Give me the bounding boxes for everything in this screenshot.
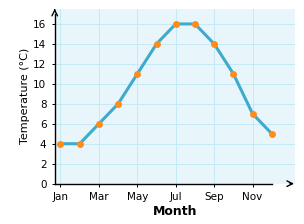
Y-axis label: Temperature (°C): Temperature (°C) bbox=[20, 48, 30, 144]
X-axis label: Month: Month bbox=[153, 205, 197, 218]
